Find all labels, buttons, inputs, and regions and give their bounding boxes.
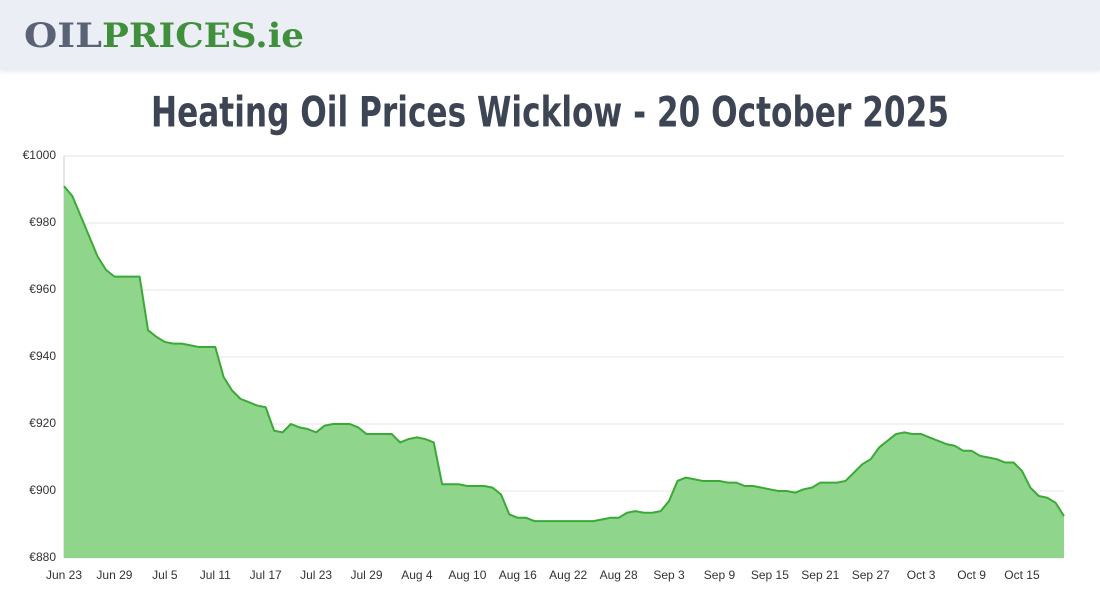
x-tick-label: Sep 15 [751,568,789,582]
x-tick-label: Jul 29 [351,568,383,582]
y-tick-label: €880 [29,550,56,564]
x-tick-label: Jul 17 [250,568,282,582]
y-tick-label: €960 [29,282,56,296]
x-tick-label: Jun 23 [46,568,82,582]
x-tick-label: Sep 3 [653,568,685,582]
y-tick-label: €920 [29,416,56,430]
x-tick-label: Aug 16 [499,568,537,582]
line [63,185,1065,523]
x-tick-label: Jun 29 [96,568,132,582]
chart: Heating Oil Prices Wicklow - 20 October … [23,88,1065,582]
logo[interactable]: OIL PRICES.ie [0,0,320,70]
y-tick-label: €1000 [23,148,57,162]
x-tick-label: Oct 3 [907,568,936,582]
x-tick-label: Oct 15 [1004,568,1040,582]
x-tick-label: Aug 4 [401,568,433,582]
x-tick-label: Aug 22 [549,568,587,582]
logo-text[interactable]: OIL [24,16,102,56]
y-tick-label: €980 [29,215,56,229]
y-tick-label: €940 [29,349,56,363]
x-tick-label: Jul 23 [300,568,332,582]
logo-text[interactable]: PRICES.ie [102,16,304,56]
x-tick-label: Aug 10 [448,568,486,582]
x-tick-label: Sep 21 [801,568,839,582]
x-tick-label: Sep 9 [704,568,736,582]
x-tick-label: Aug 28 [600,568,638,582]
x-tick-label: Jul 11 [200,568,231,582]
y-tick-label: €900 [29,483,56,497]
area [64,186,1064,558]
chart-title: Heating Oil Prices Wicklow - 20 October … [151,88,949,137]
x-tick-label: Jul 5 [152,568,178,582]
x-tick-label: Oct 9 [957,568,986,582]
x-tick-label: Sep 27 [852,568,890,582]
header-bar: OIL PRICES.ie [0,0,1100,70]
